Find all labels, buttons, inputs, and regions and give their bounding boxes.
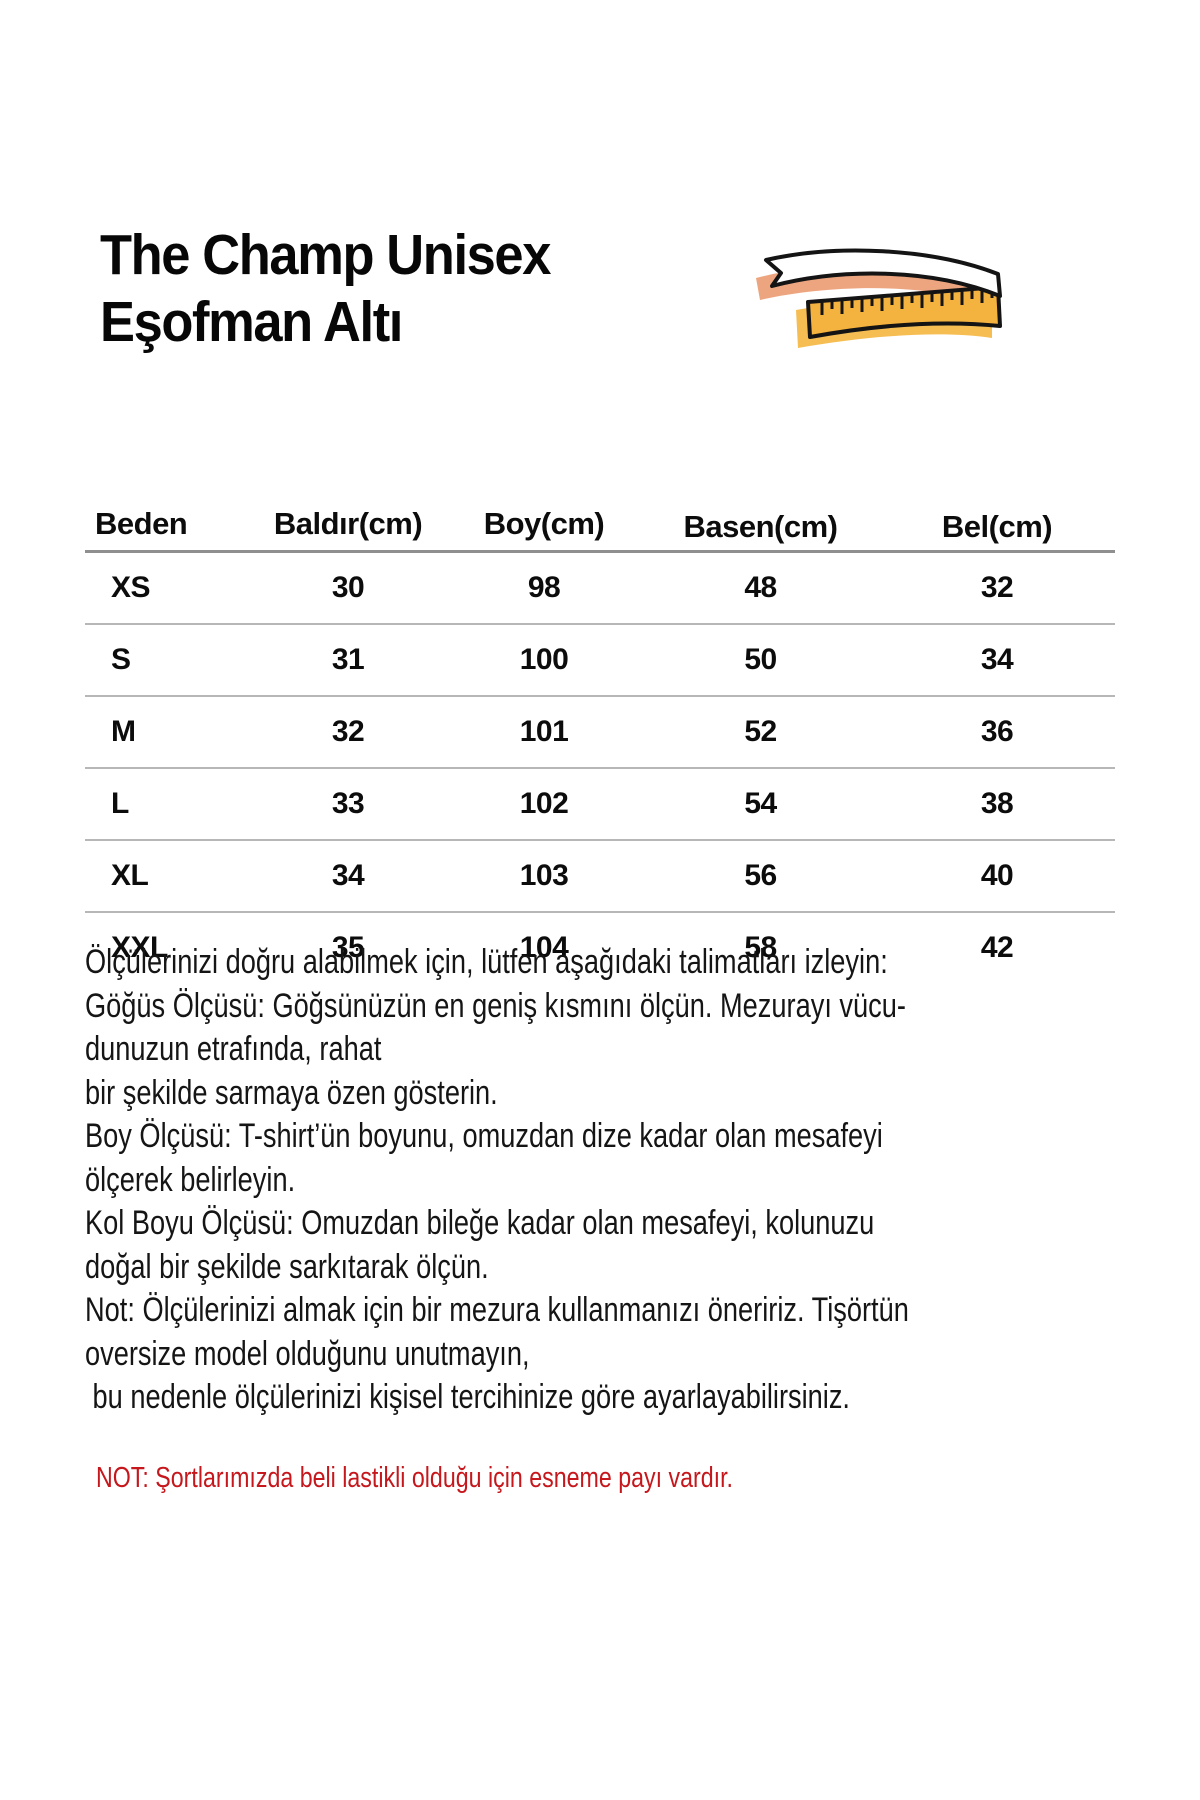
size-cell: XS <box>85 551 250 625</box>
instruction-line: ölçerek belirleyin. <box>85 1160 296 1199</box>
value-cell: 32 <box>879 551 1115 625</box>
instruction-line: dunuzun etrafında, rahat <box>85 1030 382 1068</box>
header-basen: Basen(cm) <box>642 493 879 556</box>
size-cell: XL <box>85 840 250 913</box>
value-cell: 58 <box>744 931 777 964</box>
table-row-l: L 33 102 54 38 <box>85 768 1115 841</box>
instruction-line: bu nedenle ölçülerinizi kişisel tercihin… <box>85 1378 850 1416</box>
elastic-waist-note: NOT: Şortlarımızda beli lastikli olduğu … <box>96 1462 733 1494</box>
value-cell: 34 <box>879 624 1115 697</box>
table-header-row: Beden Baldır(cm) Boy(cm) Basen(cm) Bel(c… <box>85 490 1115 556</box>
table-row-s: S 31 100 50 34 <box>85 624 1115 697</box>
page-title-line2: Eşofman Altı <box>100 290 403 354</box>
instruction-line: Boy Ölçüsü: T-shirt’ün boyunu, omuzdan d… <box>85 1117 883 1155</box>
value-cell: 33 <box>250 768 446 841</box>
value-cell: 98 <box>446 551 642 625</box>
value-cell: 35 <box>331 931 365 964</box>
value-cell: 52 <box>642 696 879 769</box>
instruction-line: Not: Ölçülerinizi almak için bir mezura … <box>85 1291 909 1329</box>
table-row-m: M 32 101 52 36 <box>85 696 1115 769</box>
value-cell: 48 <box>642 551 879 625</box>
instruction-line: bir şekilde sarmaya özen gösterin. <box>85 1073 498 1112</box>
value-cell: 102 <box>446 768 642 841</box>
page-title-line1: The Champ Unisex <box>100 223 551 287</box>
instruction-line: Ölçülerinizi doğru alabilmek için, lütfe… <box>85 943 888 981</box>
size-cell: M <box>85 696 250 769</box>
size-cell: XXL <box>111 931 168 964</box>
value-cell: 50 <box>642 624 879 697</box>
value-cell: 36 <box>879 696 1115 769</box>
instruction-line: oversize model olduğunu unutmayın, <box>85 1334 530 1373</box>
instruction-line: Göğüs Ölçüsü: Göğsünüzün en geniş kısmın… <box>85 986 906 1025</box>
value-cell: 34 <box>250 840 446 913</box>
header-boy: Boy(cm) <box>446 490 642 553</box>
header-bel: Bel(cm) <box>879 493 1115 556</box>
value-cell: 101 <box>446 696 642 769</box>
page-title: The Champ Unisex Eşofman Altı <box>100 222 551 356</box>
value-cell: 31 <box>250 624 446 697</box>
instruction-line: doğal bir şekilde sarkıtarak ölçün. <box>85 1247 489 1286</box>
value-cell: 32 <box>250 696 446 769</box>
table-row-xxl: XXL 35 104 58 42 <box>85 912 1115 983</box>
value-cell: 40 <box>879 840 1115 913</box>
instruction-line: Kol Boyu Ölçüsü: Omuzdan bileğe kadar ol… <box>85 1204 875 1242</box>
tape-measure-icon <box>746 236 1004 356</box>
value-cell: 38 <box>879 768 1115 841</box>
value-cell: 30 <box>250 551 446 625</box>
table-row-xs: XS 30 98 48 32 <box>85 551 1115 625</box>
measuring-instructions: Ölçülerinizi doğru alabilmek için, lütfe… <box>85 941 1200 1420</box>
value-cell: 100 <box>446 624 642 697</box>
value-cell: 103 <box>446 840 642 913</box>
size-table: Beden Baldır(cm) Boy(cm) Basen(cm) Bel(c… <box>85 490 1115 983</box>
value-cell: 56 <box>642 840 879 913</box>
header-baldir: Baldır(cm) <box>250 490 446 553</box>
header-beden: Beden <box>85 490 250 553</box>
value-cell: 104 <box>519 931 569 964</box>
value-cell: 42 <box>980 931 1014 964</box>
size-cell: S <box>85 624 250 697</box>
size-cell: L <box>85 768 250 841</box>
value-cell: 54 <box>642 768 879 841</box>
table-row-xl: XL 34 103 56 40 <box>85 840 1115 913</box>
